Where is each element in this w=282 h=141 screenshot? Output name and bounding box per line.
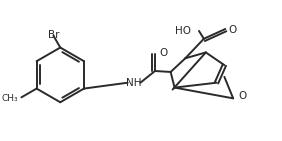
Text: O: O [159,48,167,58]
Text: HO: HO [175,26,191,36]
Text: O: O [238,91,246,101]
Text: Br: Br [48,30,59,40]
Text: O: O [228,25,237,35]
Text: CH₃: CH₃ [2,94,18,103]
Text: NH: NH [126,78,141,88]
